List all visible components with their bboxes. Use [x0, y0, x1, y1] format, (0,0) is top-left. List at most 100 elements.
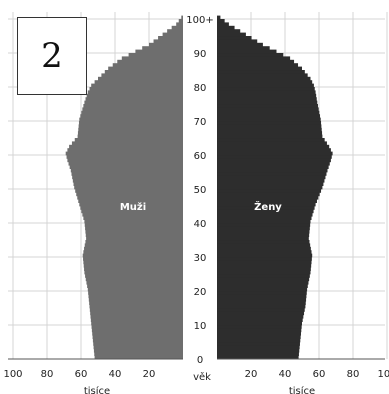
male-age-bar [86, 236, 183, 241]
female-age-bar [217, 53, 284, 57]
male-age-bar [71, 141, 183, 146]
male-age-bar [65, 151, 183, 156]
female-age-bar [217, 97, 317, 101]
age-axis-label: věk [193, 371, 211, 383]
age-tick-label: 10 [194, 321, 207, 332]
female-age-bar [217, 301, 306, 305]
female-age-bar [217, 59, 295, 64]
female-age-bar [217, 172, 327, 176]
female-age-bar [217, 212, 313, 217]
female-age-bar [217, 192, 320, 197]
female-age-bar [217, 49, 277, 54]
male-age-bar [93, 345, 183, 350]
male-age-bar [75, 189, 183, 193]
male-age-bar [87, 284, 183, 288]
female-age-bar [217, 253, 313, 258]
male-age-bar [78, 124, 183, 129]
female-age-bar [217, 56, 291, 61]
male-age-bar [77, 134, 183, 139]
age-tick-label: 30 [194, 253, 207, 264]
male-age-bar [153, 39, 183, 44]
female-age-bar [217, 229, 310, 234]
male-age-bar [83, 260, 183, 265]
x-tick-label-right: 60 [313, 369, 326, 380]
male-age-bar [90, 311, 183, 316]
male-age-bar [85, 229, 183, 234]
x-tick-label-left: 60 [75, 369, 88, 380]
female-age-bar [217, 158, 331, 163]
male-age-bar [66, 155, 183, 159]
male-age-bar [93, 348, 183, 353]
age-tick-label: 100+ [186, 15, 213, 26]
male-series-label: Muži [120, 201, 146, 213]
female-age-bar [217, 236, 309, 241]
male-age-bar [71, 172, 183, 176]
female-age-bar [217, 110, 320, 115]
female-age-bar [217, 46, 270, 50]
female-age-bar [217, 182, 324, 186]
male-age-bar [158, 36, 183, 40]
female-age-bar [217, 151, 333, 156]
male-age-bar [94, 355, 183, 360]
male-age-bar [68, 161, 183, 166]
female-age-bar [217, 345, 300, 350]
male-age-bar [91, 325, 183, 329]
male-age-bar [167, 29, 183, 33]
male-age-bar [90, 318, 183, 322]
male-age-bar [84, 267, 183, 271]
female-age-bar [217, 127, 322, 132]
female-age-bar [217, 328, 302, 333]
male-age-bar [93, 342, 183, 346]
female-age-bar [217, 100, 318, 105]
female-age-bar [217, 223, 311, 227]
female-age-bar [217, 138, 325, 142]
female-age-bar [217, 36, 252, 40]
x-tick-label-right: 20 [245, 369, 258, 380]
male-age-bar [85, 240, 183, 244]
female-age-bar [217, 233, 310, 237]
female-age-bar [217, 226, 310, 231]
male-age-bar [84, 219, 183, 224]
female-age-bar [217, 342, 300, 346]
female-age-bar [217, 277, 310, 282]
panel-number: 2 [41, 36, 63, 76]
male-age-bar [84, 223, 183, 227]
male-age-bar [88, 291, 183, 295]
male-age-bar [112, 63, 183, 67]
male-age-bar [92, 338, 183, 343]
male-age-bar [117, 59, 183, 64]
male-age-bar [101, 73, 183, 78]
x-tick-label-left: 40 [109, 369, 122, 380]
male-age-bar [69, 144, 183, 149]
female-age-bar [217, 124, 322, 129]
x-tick-label-right: 100 [377, 369, 389, 380]
male-age-bar [79, 117, 183, 122]
female-age-bar [217, 243, 311, 248]
female-age-bar [217, 104, 318, 108]
male-age-bar [84, 100, 183, 105]
age-tick-label: 60 [194, 151, 207, 162]
male-age-bar [89, 308, 183, 312]
male-age-bar [135, 49, 183, 54]
male-age-bar [74, 185, 183, 190]
male-age-bar [84, 246, 183, 251]
age-tick-label: 80 [194, 83, 207, 94]
tick-labels: 100 80 60 40 20 20 40 60 80 100 0 10 20 30 40 50 60 70 80 9… [3, 15, 389, 380]
male-age-bar [86, 280, 183, 285]
female-age-bar [217, 168, 328, 173]
male-age-bar [72, 175, 183, 180]
male-age-bar [77, 131, 183, 135]
female-age-bar [217, 304, 306, 309]
female-age-bar [217, 76, 311, 81]
x-tick-label-right: 80 [347, 369, 360, 380]
male-age-bar [79, 202, 183, 207]
female-age-bar [217, 338, 301, 343]
male-age-bar [90, 314, 183, 319]
male-age-bar [81, 209, 183, 214]
male-age-bar [85, 226, 183, 231]
x-tick-label-right: 40 [279, 369, 292, 380]
male-age-bar [67, 158, 183, 163]
female-age-bar [217, 93, 317, 98]
male-age-bar [104, 70, 183, 74]
